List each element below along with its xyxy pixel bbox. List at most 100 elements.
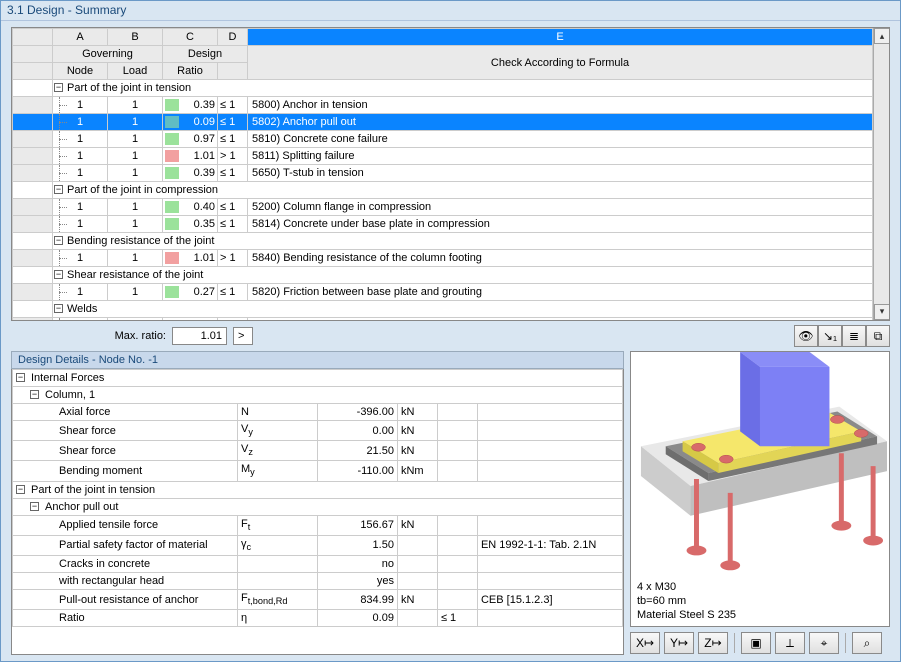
axis-z-icon[interactable]: Z↦: [698, 632, 728, 654]
subsection-header[interactable]: −Column, 1: [13, 387, 623, 404]
table-row[interactable]: 1 1 0.39 ≤ 1 5650) T-stub in tension: [13, 165, 873, 182]
cell-check: 5802) Anchor pull out: [248, 114, 873, 131]
details-row[interactable]: Cracks in concrete no: [13, 555, 623, 572]
tube-icon[interactable]: ⌖: [809, 632, 839, 654]
details-row[interactable]: −Internal Forces: [13, 370, 623, 387]
details-row[interactable]: Axial force N -396.00 kN: [13, 404, 623, 421]
row-gutter[interactable]: [13, 284, 53, 301]
row-gutter[interactable]: [13, 216, 53, 233]
zoom-icon[interactable]: ⌕: [852, 632, 882, 654]
group-label[interactable]: −Part of the joint in tension: [53, 80, 873, 97]
collapse-icon[interactable]: −: [54, 83, 63, 92]
max-ratio-input[interactable]: [172, 327, 227, 345]
section-header[interactable]: −Internal Forces: [13, 370, 623, 387]
cell-ratio: 0.71: [163, 318, 218, 321]
cell-cmp: > 1: [218, 250, 248, 267]
details-row[interactable]: with rectangular head yes: [13, 572, 623, 589]
row-gutter[interactable]: [13, 199, 53, 216]
details-row[interactable]: Bending moment My -110.00 kNm: [13, 461, 623, 481]
table-row[interactable]: 1 1 0.71 ≤ 1 5954) Column flanges to bas…: [13, 318, 873, 321]
cell-check: 5811) Splitting failure: [248, 148, 873, 165]
axis-y-icon[interactable]: Y↦: [664, 632, 694, 654]
collapse-icon[interactable]: −: [54, 270, 63, 279]
preview-info-text: 4 x M30 tb=60 mm Material Steel S 235: [637, 580, 736, 622]
detail-cmp: ≤ 1: [437, 610, 477, 627]
table-row[interactable]: 1 1 0.40 ≤ 1 5200) Column flange in comp…: [13, 199, 873, 216]
box-icon[interactable]: ▣: [741, 632, 771, 654]
cell-ratio: 0.39: [163, 97, 218, 114]
detail-unit: kN: [397, 515, 437, 535]
plane-icon[interactable]: ⟂: [775, 632, 805, 654]
group-label[interactable]: −Shear resistance of the joint: [53, 267, 873, 284]
cell-ratio: 1.01: [163, 250, 218, 267]
row-gutter[interactable]: [13, 233, 53, 250]
details-row[interactable]: Shear force Vz 21.50 kN: [13, 441, 623, 461]
subsection-header[interactable]: −Anchor pull out: [13, 498, 623, 515]
vertical-scrollbar[interactable]: ▴ ▾: [873, 28, 889, 320]
row-gutter[interactable]: [13, 148, 53, 165]
table-row[interactable]: 1 1 0.09 ≤ 1 5802) Anchor pull out: [13, 114, 873, 131]
collapse-icon[interactable]: −: [16, 485, 25, 494]
detail-unit: kN: [397, 404, 437, 421]
row-gutter[interactable]: [13, 301, 53, 318]
detail-name: with rectangular head: [13, 572, 238, 589]
cell-node: 1: [53, 284, 108, 301]
table-row[interactable]: 1 1 0.97 ≤ 1 5810) Concrete cone failure: [13, 131, 873, 148]
axis-x-icon[interactable]: X↦: [630, 632, 660, 654]
cell-check: 5820) Friction between base plate and gr…: [248, 284, 873, 301]
row-gutter[interactable]: [13, 114, 53, 131]
table-row[interactable]: 1 1 1.01 > 1 5811) Splitting failure: [13, 148, 873, 165]
row-gutter[interactable]: [13, 165, 53, 182]
cell-node: 1: [53, 148, 108, 165]
group-label[interactable]: −Part of the joint in compression: [53, 182, 873, 199]
details-row[interactable]: −Anchor pull out: [13, 498, 623, 515]
group-label[interactable]: −Welds: [53, 301, 873, 318]
eye-icon[interactable]: 👁: [794, 325, 818, 347]
details-row[interactable]: Ratio η 0.09 ≤ 1: [13, 610, 623, 627]
row-gutter[interactable]: [13, 182, 53, 199]
details-row[interactable]: −Part of the joint in tension: [13, 481, 623, 498]
section-header[interactable]: −Part of the joint in tension: [13, 481, 623, 498]
collapse-icon[interactable]: −: [54, 304, 63, 313]
collapse-icon[interactable]: −: [54, 236, 63, 245]
details-row[interactable]: Applied tensile force Ft 156.67 kN: [13, 515, 623, 535]
cell-cmp: ≤ 1: [218, 165, 248, 182]
table-row[interactable]: 1 1 0.27 ≤ 1 5820) Friction between base…: [13, 284, 873, 301]
excel-icon[interactable]: ⧉: [866, 325, 890, 347]
group-label[interactable]: −Bending resistance of the joint: [53, 233, 873, 250]
row-gutter[interactable]: [13, 131, 53, 148]
collapse-icon[interactable]: −: [30, 502, 39, 511]
scroll-down-icon[interactable]: ▾: [874, 304, 890, 320]
row-gutter[interactable]: [13, 97, 53, 114]
details-row[interactable]: −Column, 1: [13, 387, 623, 404]
detail-cmp: [437, 572, 477, 589]
detail-name: Bending moment: [13, 461, 238, 481]
row-gutter[interactable]: [13, 318, 53, 321]
row-gutter[interactable]: [13, 267, 53, 284]
details-row[interactable]: Shear force Vy 0.00 kN: [13, 421, 623, 441]
collapse-icon[interactable]: −: [54, 185, 63, 194]
goto-icon[interactable]: ↘₁: [818, 325, 842, 347]
preview-3d-view[interactable]: 4 x M30 tb=60 mm Material Steel S 235: [630, 351, 890, 627]
details-row[interactable]: Partial safety factor of material γc 1.5…: [13, 535, 623, 555]
table-row[interactable]: 1 1 1.01 > 1 5840) Bending resistance of…: [13, 250, 873, 267]
detail-cmp: [437, 421, 477, 441]
row-gutter[interactable]: [13, 250, 53, 267]
col-node: Node: [53, 63, 108, 80]
collapse-icon[interactable]: −: [16, 373, 25, 382]
table-row[interactable]: 1 1 0.35 ≤ 1 5814) Concrete under base p…: [13, 216, 873, 233]
max-cmp-input[interactable]: [233, 327, 253, 345]
col-load: Load: [108, 63, 163, 80]
collapse-icon[interactable]: −: [30, 390, 39, 399]
details-row[interactable]: Pull-out resistance of anchor Ft,bond,Rd…: [13, 589, 623, 609]
table-row[interactable]: 1 1 0.39 ≤ 1 5800) Anchor in tension: [13, 97, 873, 114]
detail-value: 0.00: [317, 421, 397, 441]
cell-load: 1: [108, 318, 163, 321]
list-icon[interactable]: ≣: [842, 325, 866, 347]
detail-value: no: [317, 555, 397, 572]
col-letter-d: D: [218, 29, 248, 46]
scroll-up-icon[interactable]: ▴: [874, 28, 890, 44]
detail-cmp: [437, 535, 477, 555]
row-gutter[interactable]: [13, 80, 53, 97]
detail-cmp: [437, 555, 477, 572]
